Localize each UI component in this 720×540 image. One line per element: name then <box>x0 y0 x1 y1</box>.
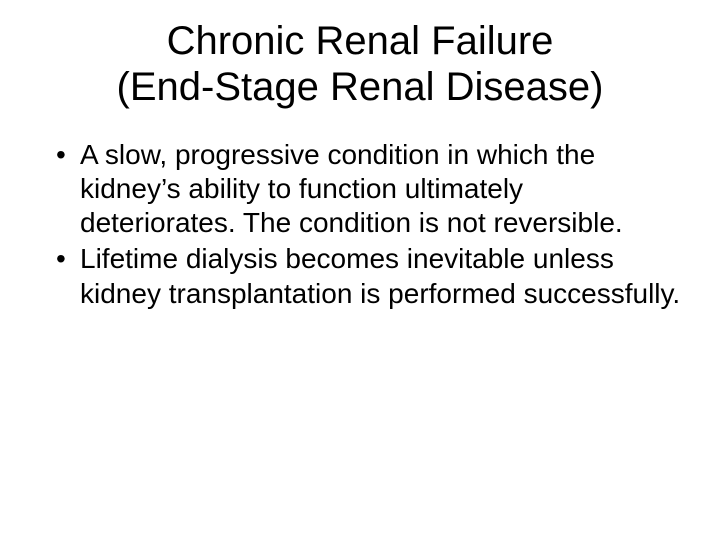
slide-title: Chronic Renal Failure (End-Stage Renal D… <box>36 18 684 110</box>
bullet-item: A slow, progressive condition in which t… <box>56 138 684 240</box>
bullet-text: Lifetime dialysis becomes inevitable unl… <box>80 243 680 308</box>
slide: Chronic Renal Failure (End-Stage Renal D… <box>0 0 720 540</box>
title-line-2: (End-Stage Renal Disease) <box>117 65 604 109</box>
title-line-1: Chronic Renal Failure <box>167 19 554 63</box>
bullet-list: A slow, progressive condition in which t… <box>36 138 684 311</box>
bullet-item: Lifetime dialysis becomes inevitable unl… <box>56 242 684 310</box>
bullet-text: A slow, progressive condition in which t… <box>80 139 623 238</box>
